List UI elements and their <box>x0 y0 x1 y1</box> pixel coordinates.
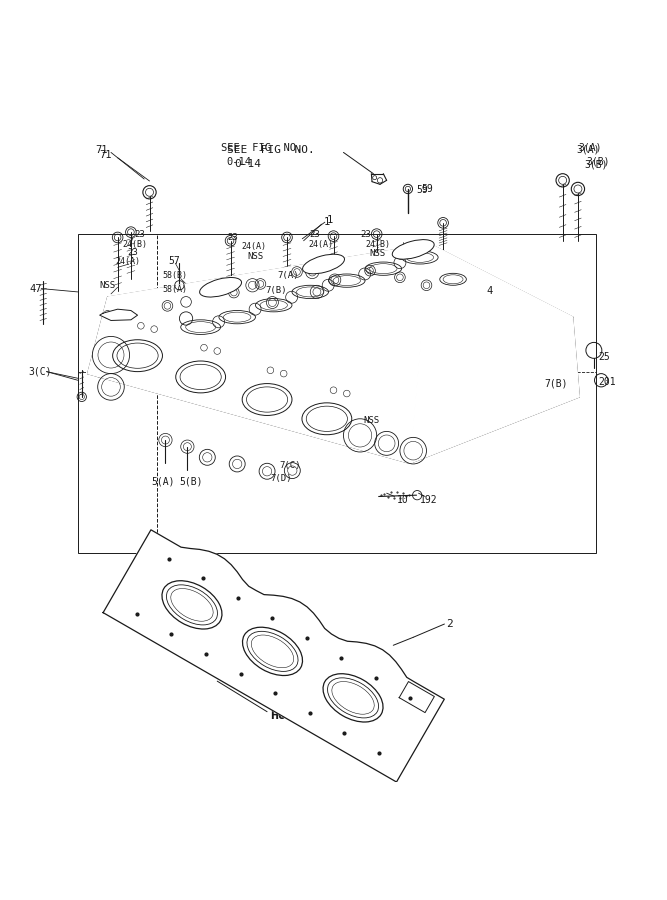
Polygon shape <box>399 681 434 713</box>
Text: SEE  FIG  NO.: SEE FIG NO. <box>227 145 315 155</box>
Text: 7(B): 7(B) <box>265 286 287 295</box>
Text: 23: 23 <box>227 233 238 242</box>
Text: 7(D): 7(D) <box>270 474 292 483</box>
Text: 57: 57 <box>169 256 181 266</box>
Text: NSS: NSS <box>370 249 386 258</box>
Text: 24(A): 24(A) <box>242 242 267 251</box>
Ellipse shape <box>167 585 217 625</box>
Text: 59: 59 <box>416 184 428 194</box>
Text: SEE  FIG  NO.: SEE FIG NO. <box>221 143 302 153</box>
Text: 0-14: 0-14 <box>226 157 251 166</box>
Text: 59: 59 <box>421 184 433 194</box>
Text: HOLE: HOLE <box>270 709 302 722</box>
Text: 71: 71 <box>95 145 108 155</box>
Text: 5(A): 5(A) <box>151 476 174 486</box>
Ellipse shape <box>247 631 298 671</box>
Text: 71: 71 <box>99 150 112 160</box>
Text: 47: 47 <box>29 284 42 293</box>
Text: 24(A): 24(A) <box>115 256 141 266</box>
Text: NSS: NSS <box>247 251 263 260</box>
Text: 24(B): 24(B) <box>366 239 390 248</box>
Text: 23: 23 <box>309 230 319 239</box>
Polygon shape <box>107 244 573 370</box>
Polygon shape <box>410 244 579 464</box>
Text: 3(A): 3(A) <box>578 143 602 153</box>
Polygon shape <box>103 530 444 782</box>
Ellipse shape <box>327 678 379 718</box>
Text: 201: 201 <box>598 377 616 387</box>
Text: 192: 192 <box>420 495 438 505</box>
Text: 7(B): 7(B) <box>545 379 568 389</box>
Text: 23: 23 <box>360 230 371 239</box>
Text: 23: 23 <box>134 230 145 239</box>
Text: 7(A): 7(A) <box>277 272 299 281</box>
Ellipse shape <box>243 627 303 676</box>
Text: 3(C): 3(C) <box>28 366 51 376</box>
Text: 7(C): 7(C) <box>279 462 301 471</box>
Text: 1: 1 <box>327 214 333 224</box>
Text: 1: 1 <box>323 217 329 227</box>
Text: 24(A): 24(A) <box>308 239 334 248</box>
Text: NSS: NSS <box>364 416 380 425</box>
Text: 3(B): 3(B) <box>586 157 610 166</box>
Text: 58(A): 58(A) <box>162 284 187 293</box>
Polygon shape <box>88 244 430 464</box>
Text: 10: 10 <box>397 495 408 505</box>
Text: 4: 4 <box>486 285 492 295</box>
Ellipse shape <box>392 239 434 259</box>
Ellipse shape <box>332 681 374 715</box>
Ellipse shape <box>323 674 383 722</box>
Ellipse shape <box>199 277 241 297</box>
Ellipse shape <box>303 254 344 274</box>
Text: 5(B): 5(B) <box>179 476 203 486</box>
Text: 25: 25 <box>598 352 610 362</box>
Ellipse shape <box>251 635 293 668</box>
Text: 3(B): 3(B) <box>584 159 608 169</box>
Ellipse shape <box>162 580 222 629</box>
Polygon shape <box>99 310 137 320</box>
Text: 58(B): 58(B) <box>162 272 187 281</box>
Ellipse shape <box>171 589 213 621</box>
Text: 0-14: 0-14 <box>234 159 261 169</box>
Text: 24(B): 24(B) <box>122 239 147 248</box>
Text: 3(A): 3(A) <box>576 145 600 155</box>
Text: 2: 2 <box>446 619 453 629</box>
Text: 23: 23 <box>127 248 138 257</box>
Bar <box>78 234 596 553</box>
Text: NSS: NSS <box>99 281 116 290</box>
